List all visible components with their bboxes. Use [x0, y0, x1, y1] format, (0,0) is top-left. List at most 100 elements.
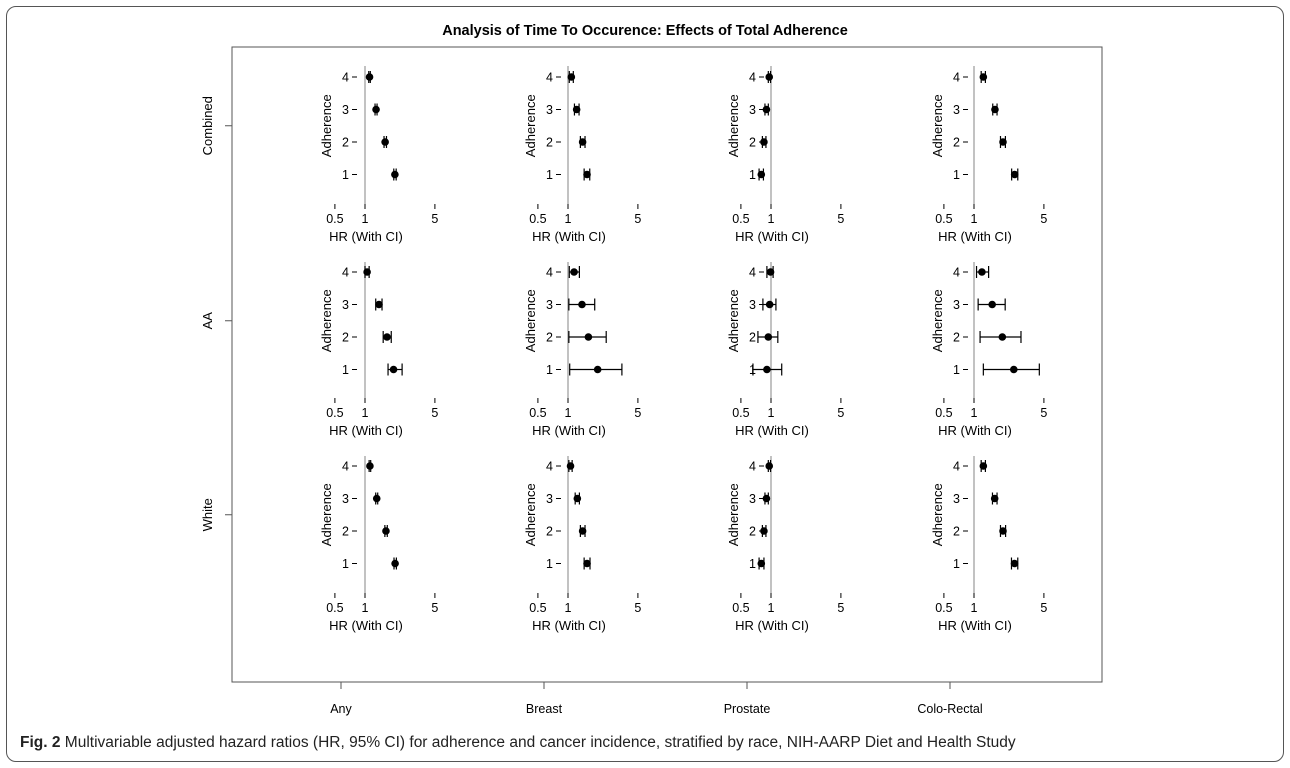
hr-point [999, 138, 1007, 146]
hr-point [760, 527, 768, 535]
data-point-adherence-1 [752, 363, 783, 376]
y-tick-label: 4 [749, 460, 756, 474]
hr-point [762, 494, 771, 503]
x-tick-label: 1 [768, 406, 775, 420]
y-tick-label: 3 [953, 298, 960, 312]
y-tick-label: 3 [749, 298, 756, 312]
panel-combined-any: 1 2 3 4 Adherence 0.5 1 5 HR (With CI) [319, 66, 438, 244]
caption-text: Multivariable adjusted hazard ratios (HR… [64, 734, 1016, 751]
y-axis-label: Adherence [523, 94, 538, 157]
y-tick-label: 1 [749, 168, 756, 182]
data-point-adherence-4 [766, 266, 775, 278]
column-label-colo-rectal: Colo-Rectal [917, 702, 982, 716]
x-tick-label: 5 [634, 601, 641, 615]
y-tick-label: 4 [342, 71, 349, 85]
x-tick-label: 1 [565, 212, 572, 226]
x-tick-label: 5 [1040, 212, 1047, 226]
y-tick-label: 2 [342, 136, 349, 150]
hr-point [1010, 170, 1019, 179]
hr-point [999, 527, 1007, 535]
data-point-adherence-1 [1010, 168, 1019, 181]
data-point-adherence-3 [762, 492, 771, 505]
hr-point [375, 300, 383, 309]
hr-point [567, 73, 576, 81]
hr-point [998, 333, 1007, 341]
x-tick-label: 5 [837, 212, 844, 226]
data-point-adherence-2 [760, 136, 768, 148]
data-point-adherence-3 [372, 492, 381, 505]
hr-point [763, 365, 771, 374]
hr-point [979, 73, 988, 81]
data-point-adherence-2 [382, 331, 392, 343]
panel-combined-colo-rectal: 1 2 3 4 Adherence 0.5 1 5 HR (With CI) [930, 66, 1047, 244]
y-axis-label: Adherence [930, 94, 945, 157]
data-point-adherence-1 [1010, 557, 1019, 570]
data-point-adherence-2 [381, 136, 389, 148]
data-point-adherence-1 [757, 557, 766, 570]
y-tick-label: 2 [546, 525, 553, 539]
y-tick-label: 4 [953, 460, 960, 474]
panel-combined-prostate: 1 2 3 4 Adherence 0.5 1 5 HR (With CI) [726, 66, 844, 244]
hr-point [765, 462, 774, 470]
x-tick-label: 5 [634, 406, 641, 420]
data-point-adherence-4 [765, 71, 774, 83]
x-tick-label: 5 [431, 212, 438, 226]
data-point-adherence-4 [366, 460, 374, 472]
x-tick-label: 5 [837, 406, 844, 420]
hr-point [979, 462, 988, 470]
x-axis-label: HR (With CI) [938, 423, 1012, 438]
data-point-adherence-2 [999, 525, 1007, 537]
hr-point [365, 73, 374, 81]
data-point-adherence-2 [999, 136, 1007, 148]
y-tick-label: 1 [546, 168, 553, 182]
x-tick-label: 1 [971, 406, 978, 420]
data-point-adherence-1 [583, 557, 591, 570]
data-point-adherence-1 [391, 557, 399, 570]
panel-white-colo-rectal: 1 2 3 4 Adherence 0.5 1 5 HR (With CI) [930, 456, 1047, 633]
hr-point [578, 527, 587, 535]
x-tick-label: 0.5 [529, 212, 546, 226]
data-point-adherence-3 [375, 298, 383, 311]
hr-point [578, 138, 587, 146]
panel-aa-breast: 1 2 3 4 Adherence 0.5 1 5 HR (With CI) [523, 262, 641, 438]
x-axis-label: HR (With CI) [532, 229, 606, 244]
x-tick-label: 1 [362, 601, 369, 615]
hr-point [978, 268, 986, 276]
y-tick-label: 1 [342, 363, 349, 377]
data-point-adherence-3 [762, 103, 771, 116]
hr-point [593, 365, 602, 374]
row-label-white: White [200, 498, 215, 531]
hr-point [757, 559, 766, 568]
data-point-adherence-2 [760, 525, 768, 537]
hr-point [366, 462, 374, 470]
x-tick-label: 0.5 [935, 601, 952, 615]
column-label-prostate: Prostate [724, 702, 771, 716]
x-axis-label: HR (With CI) [938, 229, 1012, 244]
x-axis-label: HR (With CI) [532, 618, 606, 633]
y-tick-label: 2 [342, 331, 349, 345]
data-point-adherence-3 [372, 103, 380, 116]
hr-point [764, 333, 773, 341]
y-tick-label: 1 [546, 557, 553, 571]
y-tick-label: 4 [342, 460, 349, 474]
data-point-adherence-2 [578, 525, 587, 537]
hr-point [372, 494, 381, 503]
y-tick-label: 4 [546, 71, 553, 85]
x-tick-label: 0.5 [326, 601, 343, 615]
x-tick-label: 1 [971, 601, 978, 615]
data-point-adherence-3 [977, 298, 1006, 311]
column-label-breast: Breast [526, 702, 563, 716]
hr-point [584, 333, 593, 341]
data-point-adherence-1 [387, 363, 403, 376]
y-tick-label: 4 [749, 71, 756, 85]
hr-point [583, 170, 591, 179]
y-tick-label: 1 [749, 557, 756, 571]
data-point-adherence-4 [975, 266, 990, 278]
data-point-adherence-2 [578, 136, 587, 148]
y-axis-label: Adherence [319, 94, 334, 157]
x-tick-label: 1 [362, 406, 369, 420]
y-tick-label: 2 [953, 525, 960, 539]
x-axis-label: HR (With CI) [329, 229, 403, 244]
y-tick-label: 3 [546, 492, 553, 506]
